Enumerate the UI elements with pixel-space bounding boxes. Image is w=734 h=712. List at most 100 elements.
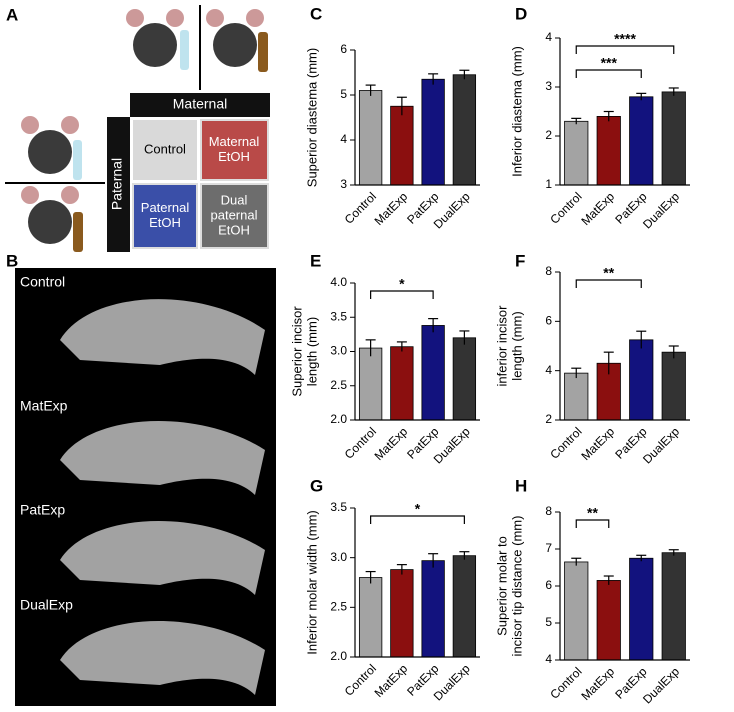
significance-label: ** [603, 265, 614, 281]
panel-letter: D [515, 4, 527, 23]
y-tick-label: 8 [545, 504, 552, 518]
y-tick-label: 3.5 [330, 309, 347, 323]
header-bar [130, 93, 270, 117]
x-tick-label: Control [547, 189, 584, 226]
bar [661, 91, 686, 186]
bar [390, 569, 414, 658]
y-tick-label: 2 [545, 128, 552, 142]
significance-label: *** [601, 55, 618, 71]
skulls [60, 299, 265, 695]
y-tick-label: 3 [340, 177, 347, 191]
cell-label: Paternal [141, 200, 190, 215]
cell [200, 183, 269, 249]
x-tick-label: DualExp [640, 189, 682, 231]
bar [421, 325, 445, 421]
cell-label: Control [144, 141, 186, 156]
panel-letter: H [515, 476, 527, 495]
cell-label: EtOH [218, 222, 250, 237]
y-axis-title: length (mm) [509, 311, 524, 380]
panel-a: A Maternal Paternal Control MaternalEtOHP… [5, 5, 270, 252]
bar [358, 347, 383, 421]
bar [564, 561, 589, 661]
bar [390, 105, 414, 186]
y-tick-label: 7 [545, 541, 552, 555]
y-tick-label: 4 [340, 132, 347, 146]
x-tick-label: MatExp [372, 661, 411, 700]
panel-b: B Control MatExp PatExp DualExp [6, 251, 276, 706]
significance-bracket [575, 45, 675, 54]
panel-letter: C [310, 4, 322, 23]
image-label: Control [20, 274, 65, 290]
x-tick-label: MatExp [372, 189, 411, 228]
x-tick-label: DualExp [640, 424, 682, 466]
bar [452, 555, 477, 658]
y-tick-label: 1 [545, 177, 552, 191]
cell-label: Dual [221, 192, 248, 207]
x-tick-label: Control [547, 424, 584, 461]
y-tick-label: 8 [545, 264, 552, 278]
cell [133, 120, 197, 180]
y-axis-title: Inferior diastema (mm) [509, 46, 524, 177]
mouse-icon [21, 9, 268, 252]
bar [390, 346, 414, 421]
y-tick-label: 2.0 [330, 412, 347, 426]
y-tick-label: 4.0 [330, 275, 347, 289]
x-tick-label: Control [547, 664, 584, 701]
y-tick-label: 4 [545, 652, 552, 666]
image-label: PatExp [20, 502, 65, 518]
y-tick-label: 6 [545, 314, 552, 328]
bar [596, 580, 621, 661]
panel-letter: G [310, 476, 323, 495]
header-bar [107, 117, 130, 252]
significance-bracket [370, 515, 465, 524]
x-tick-label: MatExp [578, 189, 617, 228]
y-tick-label: 2 [545, 412, 552, 426]
significance-bracket [575, 519, 610, 528]
significance-bracket [575, 69, 642, 78]
header-label: Paternal [109, 158, 125, 210]
y-tick-label: 5 [545, 615, 552, 629]
bar [564, 372, 589, 421]
bar [358, 90, 383, 186]
panel-letter: F [515, 251, 525, 270]
y-axis-title: Superior diastema (mm) [304, 48, 319, 187]
bar [358, 577, 383, 658]
significance-bracket [370, 290, 434, 299]
significance-bracket [575, 279, 642, 288]
y-tick-label: 6 [545, 578, 552, 592]
y-tick-label: 3.0 [330, 344, 347, 358]
bar [596, 116, 621, 186]
bar [629, 557, 654, 661]
y-tick-label: 5 [340, 87, 347, 101]
cell-label: Maternal [209, 134, 260, 149]
y-axis-title: inferior incisor [494, 305, 509, 387]
bar [452, 74, 477, 186]
y-tick-label: 3.5 [330, 500, 347, 514]
y-tick-label: 2.0 [330, 649, 347, 663]
bar [661, 351, 686, 421]
y-tick-label: 3 [545, 79, 552, 93]
y-tick-label: 6 [340, 42, 347, 56]
y-tick-label: 4 [545, 363, 552, 377]
significance-label: ** [587, 505, 598, 521]
x-tick-label: DualExp [640, 664, 682, 706]
cell-label: EtOH [149, 215, 181, 230]
bar [629, 339, 654, 421]
y-tick-label: 2.5 [330, 378, 347, 392]
panel-letter: E [310, 251, 321, 270]
panel-letter: A [6, 5, 18, 24]
y-tick-label: 4 [545, 30, 552, 44]
bar [564, 120, 589, 186]
y-axis-title: Superior incisor [289, 306, 304, 397]
cell-label: paternal [211, 207, 258, 222]
y-tick-label: 3.0 [330, 550, 347, 564]
y-axis-title: Inferior molar width (mm) [304, 510, 319, 654]
bar [661, 552, 686, 661]
y-tick-label: 2.5 [330, 600, 347, 614]
significance-label: * [415, 501, 421, 517]
cell [200, 119, 269, 181]
bar [629, 96, 654, 186]
panel-letter: B [6, 251, 18, 270]
